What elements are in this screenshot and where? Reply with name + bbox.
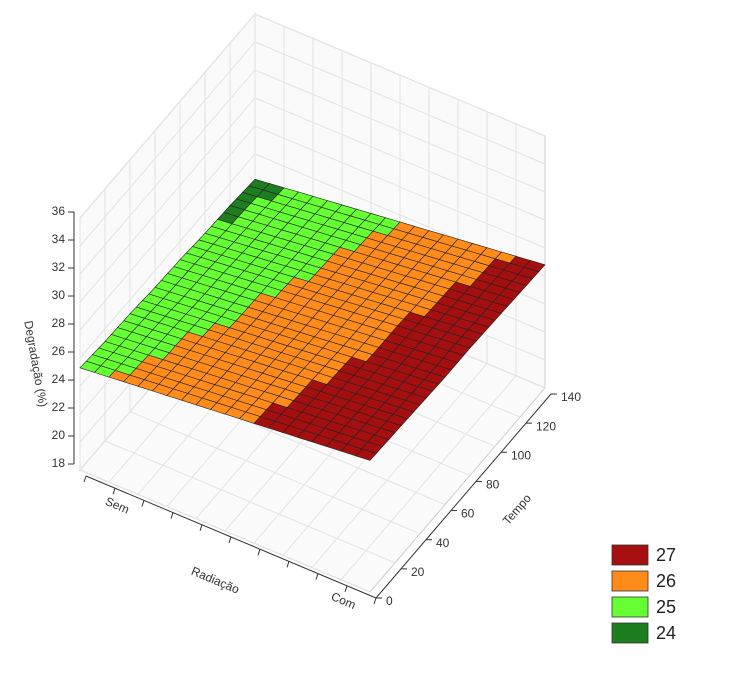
legend-label: 27 xyxy=(656,545,676,565)
x-tick xyxy=(373,597,377,605)
y-tick-label: 100 xyxy=(511,448,531,462)
legend-swatch xyxy=(611,622,649,644)
legend-swatch xyxy=(611,570,649,592)
x-tick xyxy=(83,475,87,483)
x-tick xyxy=(228,536,232,544)
x-tick xyxy=(170,512,174,519)
z-tick-label: 18 xyxy=(52,456,66,470)
grid-line xyxy=(79,69,256,275)
y-tick-label: 60 xyxy=(461,507,475,521)
surface-cell xyxy=(354,448,377,461)
x-tick xyxy=(286,561,290,568)
grid-line xyxy=(340,375,517,581)
grid-line xyxy=(79,41,256,247)
y-tick-label: 40 xyxy=(436,536,450,550)
x-tick xyxy=(141,500,145,507)
z-tick-label: 24 xyxy=(52,372,66,386)
z-tick-label: 32 xyxy=(52,260,66,274)
grid-line xyxy=(79,125,256,331)
z-tick-label: 28 xyxy=(52,316,66,330)
legend-label: 25 xyxy=(656,597,676,617)
z-tick-label: 20 xyxy=(52,428,66,442)
z-tick-label: 34 xyxy=(52,232,66,246)
y-tick-label: 120 xyxy=(536,419,556,433)
legend-label: 26 xyxy=(656,571,676,591)
grid-line xyxy=(79,97,256,303)
x-tick xyxy=(315,573,319,580)
z-tick-label: 26 xyxy=(52,344,66,358)
x-tick xyxy=(199,524,203,531)
x-tick xyxy=(344,585,348,592)
y-tick-label: 140 xyxy=(561,390,581,404)
grid-line xyxy=(79,13,256,219)
grid-line xyxy=(311,363,488,568)
y-tick-label: 20 xyxy=(411,565,425,579)
z-tick-label: 36 xyxy=(52,204,66,218)
x-tick xyxy=(112,488,116,495)
z-tick-label: 22 xyxy=(52,400,66,414)
grid-line xyxy=(79,153,256,359)
x-tick xyxy=(257,549,261,556)
legend-swatch xyxy=(611,544,649,566)
z-tick-label: 30 xyxy=(52,288,66,302)
y-tick-label: 0 xyxy=(386,594,393,608)
y-tick-label: 80 xyxy=(486,478,500,492)
legend-swatch xyxy=(611,596,649,618)
legend-label: 24 xyxy=(656,623,676,643)
axis-line xyxy=(375,393,552,599)
